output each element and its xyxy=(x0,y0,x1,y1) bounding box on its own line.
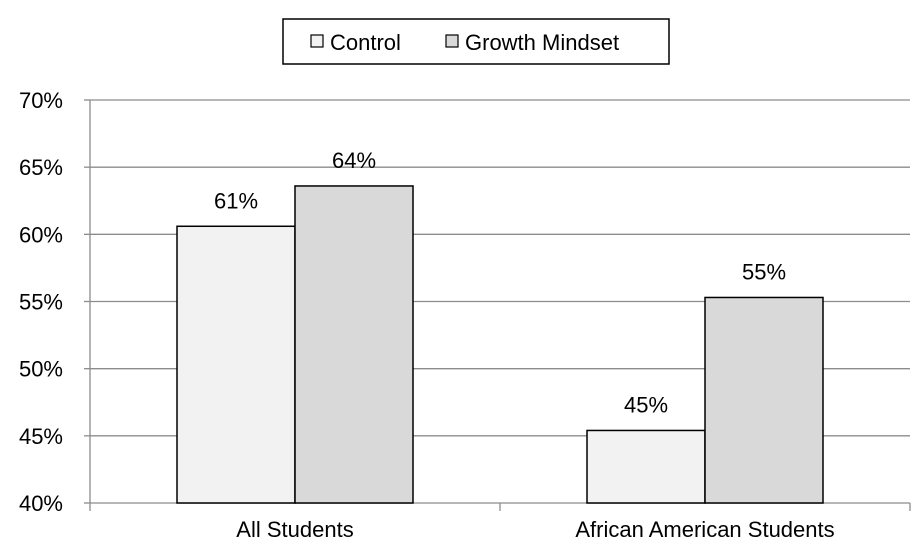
data-label: 55% xyxy=(742,259,786,284)
y-tick-label: 40% xyxy=(19,491,63,516)
x-category-label: All Students xyxy=(236,517,353,542)
y-tick-label: 50% xyxy=(19,357,63,382)
data-label: 61% xyxy=(214,188,258,213)
y-tick-label: 55% xyxy=(19,290,63,315)
data-label: 45% xyxy=(624,392,668,417)
legend-label: Growth Mindset xyxy=(465,30,619,55)
y-tick-label: 70% xyxy=(19,88,63,113)
bars xyxy=(176,185,824,504)
legend: Control Growth Mindset xyxy=(282,18,670,65)
bar-control-1 xyxy=(586,429,706,504)
legend-frame xyxy=(282,18,670,65)
legend-label: Control xyxy=(330,30,401,55)
data-label: 64% xyxy=(332,148,376,173)
legend-swatch-growth-mindset xyxy=(445,34,459,48)
bar-growth-mindset-1 xyxy=(704,296,824,504)
y-tick-label: 65% xyxy=(19,155,63,180)
bar-control-0 xyxy=(176,225,296,504)
y-tick-label: 45% xyxy=(19,424,63,449)
y-tick-label: 60% xyxy=(19,222,63,247)
legend-swatch-control xyxy=(310,34,324,48)
data-labels: 61% 64% 45% 55% xyxy=(214,148,786,417)
axes: 40% 45% 50% 55% 60% 65% 70% All Students African… xyxy=(19,88,911,542)
bar-growth-mindset-0 xyxy=(294,185,414,504)
x-category-label: African American Students xyxy=(575,517,834,542)
